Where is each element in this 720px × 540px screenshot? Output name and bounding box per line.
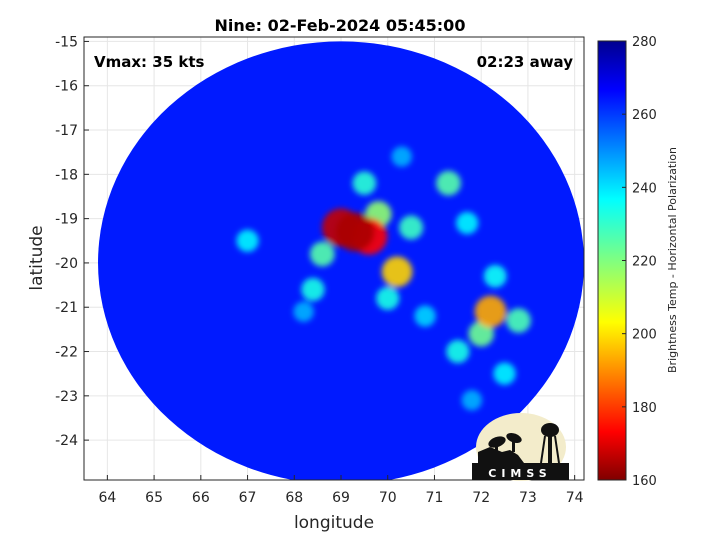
y-tick-label: -22 [55,345,78,361]
heatmap-swath [98,41,584,480]
colorbar-tick-label: 180 [632,401,657,416]
heatmap-cell [376,286,400,310]
cimss-logo: CIMSS [472,413,569,481]
heatmap-cell [399,215,424,240]
heatmap-cell [493,362,516,385]
x-ticks: 64 65 66 67 68 69 70 71 72 73 74 [98,475,584,506]
colorbar-tick-label: 240 [632,181,657,196]
y-ticks: -15 -16 -17 -18 -19 -20 -21 -22 -23 -24 [55,34,89,449]
y-tick-label: -24 [55,433,78,449]
heatmap-cell [414,305,436,327]
axes-box [83,36,585,481]
colorbar-ticks: 160 180 200 220 240 260 280 [622,35,657,489]
heatmap-cell [461,390,483,411]
heatmap-cell [335,212,375,252]
x-axis-label: longitude [294,513,374,533]
y-tick-label: -19 [55,212,78,228]
heatmap-cell [381,256,413,288]
colorbar [597,40,627,481]
heatmap-cell [474,295,507,328]
heatmap-cell [391,146,412,167]
time-away-annotation: 02:23 away [477,53,574,71]
heatmap-cell [352,171,377,196]
colorbar-label: Brightness Temp - Horizontal Polarizatio… [666,147,679,373]
y-tick-label: -21 [55,300,78,316]
x-tick-label: 74 [566,490,584,506]
y-tick-label: -16 [55,79,78,95]
x-tick-label: 65 [145,490,163,506]
heatmap-cell [293,301,314,322]
heatmap-features [236,146,531,411]
colorbar-tick-label: 200 [632,328,657,343]
cimss-logo-text: CIMSS [488,467,551,480]
vmax-annotation: Vmax: 35 kts [94,53,204,71]
y-tick-label: -15 [55,34,78,50]
x-tick-label: 71 [426,490,444,506]
heatmap-cell [468,321,494,347]
y-tick-label: -23 [55,389,78,405]
x-tick-label: 64 [98,490,116,506]
colorbar-tick-label: 260 [632,108,657,123]
colorbar-tick-label: 220 [632,255,657,270]
y-tick-label: -20 [55,256,78,272]
heatmap-cell [483,264,507,288]
heatmap-cell [456,211,479,235]
heatmap-cell [236,229,259,252]
heatmap-cell [436,170,461,196]
x-tick-label: 67 [239,490,257,506]
chart-title: Nine: 02-Feb-2024 05:45:00 [215,16,466,35]
x-tick-label: 68 [285,490,303,506]
x-tick-label: 72 [472,490,490,506]
heatmap-cell [446,339,470,364]
x-tick-label: 70 [379,490,397,506]
x-tick-label: 66 [192,490,210,506]
heatmap-cell [309,241,335,267]
colorbar-tick-label: 280 [632,35,657,50]
y-tick-label: -18 [55,167,78,183]
x-tick-label: 69 [332,490,350,506]
heatmap-cell [301,277,325,302]
x-tick-label: 73 [519,490,537,506]
heatmap-cell [506,308,531,333]
y-tick-label: -17 [55,123,78,139]
y-axis-label: latitude [27,225,47,290]
colorbar-tick-label: 160 [632,474,657,489]
